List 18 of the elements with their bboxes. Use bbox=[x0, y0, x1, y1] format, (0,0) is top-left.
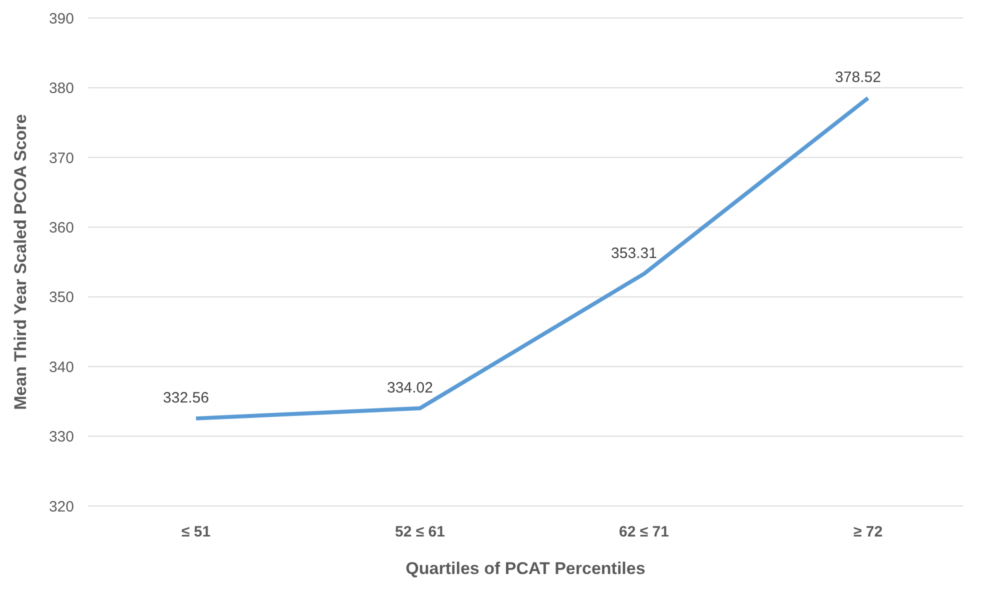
y-tick-label: 360 bbox=[48, 219, 74, 236]
y-tick-label: 390 bbox=[48, 10, 74, 28]
data-label: 378.52 bbox=[835, 69, 881, 86]
y-tick-label: 380 bbox=[48, 80, 74, 98]
y-axis-title: Mean Third Year Scaled PCOA Score bbox=[11, 114, 30, 410]
x-tick-label: ≥ 72 bbox=[853, 524, 883, 541]
x-tick-label: 52 ≤ 61 bbox=[395, 524, 445, 541]
y-tick-label: 320 bbox=[48, 498, 74, 516]
x-tick-label: 62 ≤ 71 bbox=[619, 524, 669, 541]
x-tick-label: ≤ 51 bbox=[181, 524, 211, 541]
data-label: 353.31 bbox=[611, 244, 657, 262]
y-tick-label: 330 bbox=[48, 428, 74, 446]
data-label: 332.56 bbox=[163, 389, 209, 406]
x-axis-title: Quartiles of PCAT Percentiles bbox=[406, 559, 646, 578]
y-tick-label: 350 bbox=[48, 289, 74, 306]
y-tick-label: 340 bbox=[48, 358, 74, 376]
data-label: 334.02 bbox=[387, 379, 433, 396]
y-tick-label: 370 bbox=[48, 150, 74, 167]
